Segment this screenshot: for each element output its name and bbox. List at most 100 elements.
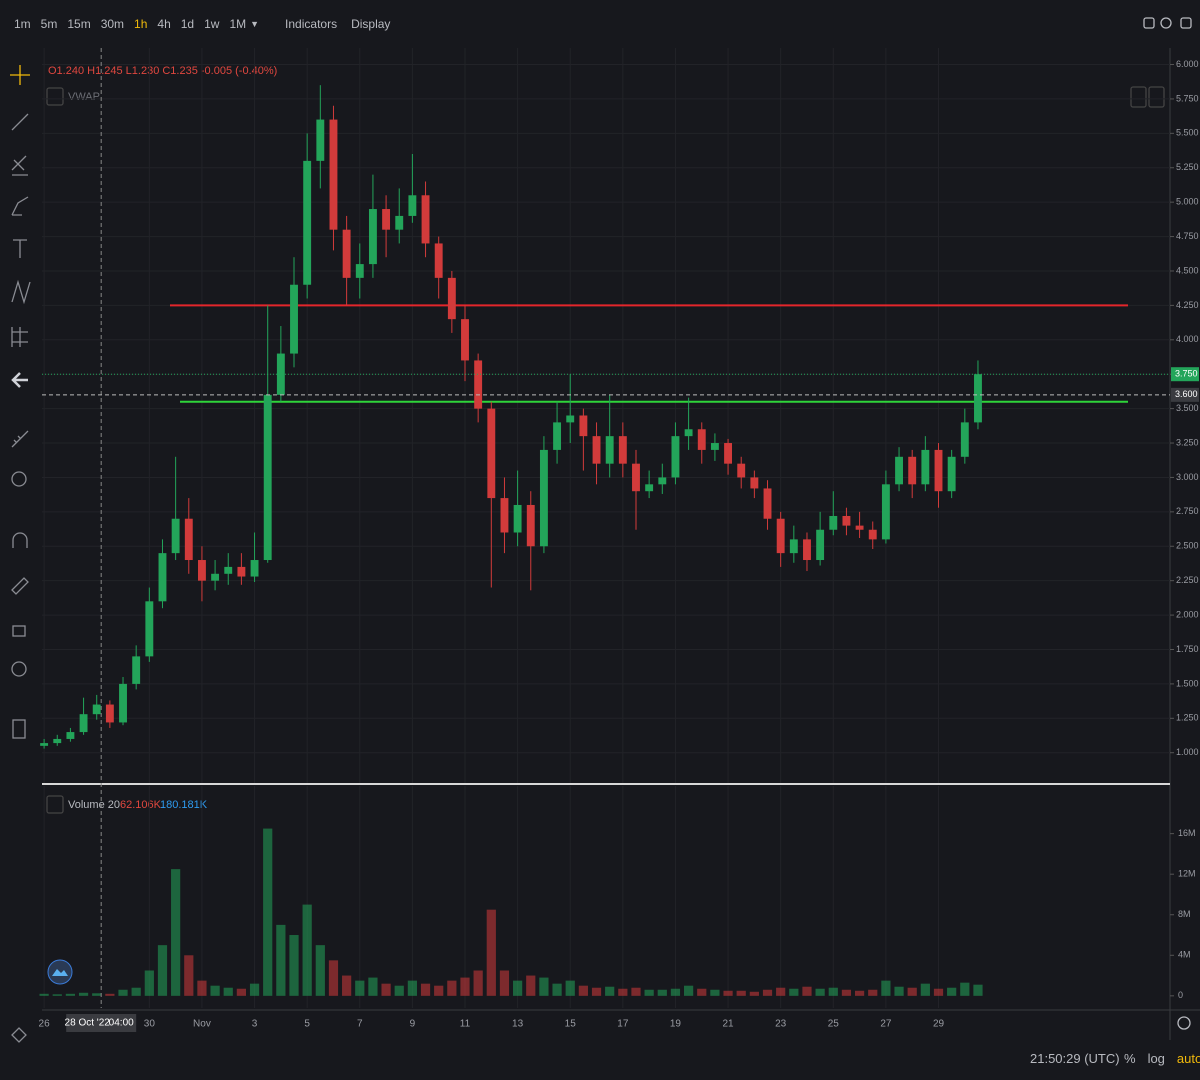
x-tick-label: 23 [775, 1019, 787, 1030]
interval-button[interactable]: 1w [204, 17, 220, 31]
candle-body [197, 560, 206, 581]
zoom-tool[interactable] [11, 471, 27, 487]
volume-bar [591, 987, 602, 996]
volume-bar [223, 987, 233, 996]
volume-title: Volume 20 [68, 799, 120, 811]
candle-body [395, 215, 404, 230]
volume-bar [460, 977, 470, 996]
volume-bar [618, 988, 628, 996]
brush-tool[interactable] [11, 196, 29, 216]
interval-button[interactable]: 1m [14, 17, 31, 31]
interval-button[interactable]: 15m [67, 17, 91, 31]
candle-body [224, 566, 233, 574]
candle-body [263, 394, 272, 561]
volume-bar [236, 988, 247, 996]
candle-body [461, 319, 469, 361]
y-tick-label: 1.250 [1176, 713, 1199, 723]
x-tick-label: 13 [512, 1019, 524, 1030]
magnet-tool[interactable] [12, 532, 28, 548]
clock: 21:50:29 (UTC) [1030, 1051, 1120, 1066]
lock-tool[interactable] [12, 625, 26, 637]
interval-button[interactable]: 5m [40, 17, 58, 31]
candle-body [290, 284, 298, 354]
camera-icon[interactable] [1143, 17, 1155, 29]
volume-toggle[interactable] [46, 795, 64, 814]
y-tick-label: 3.250 [1176, 437, 1199, 447]
volume-bar [710, 989, 720, 996]
interval-button[interactable]: 1d [180, 17, 195, 31]
volume-bar [670, 988, 681, 996]
volume-bar [815, 988, 825, 996]
candle-body [803, 539, 811, 561]
candle-body [92, 704, 101, 715]
layers-tool[interactable] [11, 1027, 27, 1043]
crosshair-tool[interactable] [10, 65, 30, 85]
toolbar-button[interactable]: Display [351, 17, 391, 31]
volume-bar [960, 982, 970, 996]
scale-option[interactable]: % [1124, 1051, 1136, 1066]
eye-tool[interactable] [11, 661, 27, 677]
candle-body [316, 119, 325, 161]
line-tool[interactable] [11, 113, 29, 131]
volume-bar [920, 983, 930, 996]
volume-bar [697, 988, 707, 996]
settings-icon[interactable] [1177, 1016, 1191, 1030]
volume-bar [802, 986, 812, 996]
candle-body [724, 443, 733, 464]
volume-bar [657, 989, 667, 996]
fib-tool[interactable] [11, 155, 28, 176]
scroll-button[interactable] [1130, 86, 1147, 108]
back-tool[interactable] [11, 372, 28, 388]
fullscreen-icon[interactable] [1180, 17, 1192, 29]
y-tick-label: 4.250 [1176, 300, 1199, 310]
y-tick-label: 5.000 [1176, 197, 1199, 207]
text-tool[interactable] [13, 239, 27, 258]
candle-body [605, 436, 614, 464]
candle-body [737, 463, 746, 478]
volume-bar [302, 904, 312, 996]
dropdown-arrow[interactable]: ▼ [250, 19, 260, 29]
volume-bar [78, 992, 89, 996]
ruler-tool[interactable] [11, 430, 29, 448]
interval-button[interactable]: 4h [157, 17, 171, 31]
scale-option[interactable]: auto [1176, 1051, 1200, 1066]
lock-draw-tool[interactable] [11, 577, 29, 595]
candle-body [368, 209, 377, 265]
candle-body [684, 429, 693, 437]
interval-button[interactable]: 30m [100, 17, 125, 31]
x-tick-label: 11 [460, 1019, 471, 1030]
reset-button[interactable] [1148, 86, 1165, 108]
measure-tool[interactable] [11, 327, 28, 347]
candle-body [303, 160, 312, 285]
interval-button[interactable]: 1h [134, 17, 148, 31]
volume-bar [841, 989, 852, 996]
y-tick-label: 5.500 [1176, 128, 1199, 138]
indicator-toggle[interactable] [46, 87, 64, 106]
candle-body [658, 477, 667, 485]
candle-body [355, 264, 364, 278]
interval-button[interactable]: 1M [229, 17, 247, 31]
candle-body [184, 518, 193, 561]
volume-bar [342, 975, 352, 996]
y-tick-label: 4M [1178, 950, 1191, 960]
last-price-box [1171, 367, 1199, 382]
volume-bar [171, 869, 181, 996]
volume-bar [578, 985, 588, 996]
candle-body [119, 683, 127, 723]
crosshair-date-label: 28 Oct '22 [65, 1018, 111, 1029]
trash-tool[interactable] [12, 719, 26, 739]
toolbar: 1m 5m 15m 30m 1h 4h 1d 1w 1M ▼ Indicators Display [0, 0, 1200, 48]
scale-option[interactable]: log [1147, 1051, 1165, 1066]
x-tick-label: Nov [193, 1019, 211, 1030]
candle-body [579, 415, 588, 437]
candle-body [342, 229, 351, 278]
pattern-tool[interactable] [11, 279, 31, 305]
candle-body [816, 529, 825, 561]
candle-body [105, 704, 114, 723]
volume-bar [197, 980, 207, 996]
toolbar-button[interactable]: Indicators [285, 17, 338, 31]
settings-icon[interactable] [1160, 17, 1172, 29]
candle-body [908, 456, 917, 485]
candle-body [881, 484, 890, 540]
